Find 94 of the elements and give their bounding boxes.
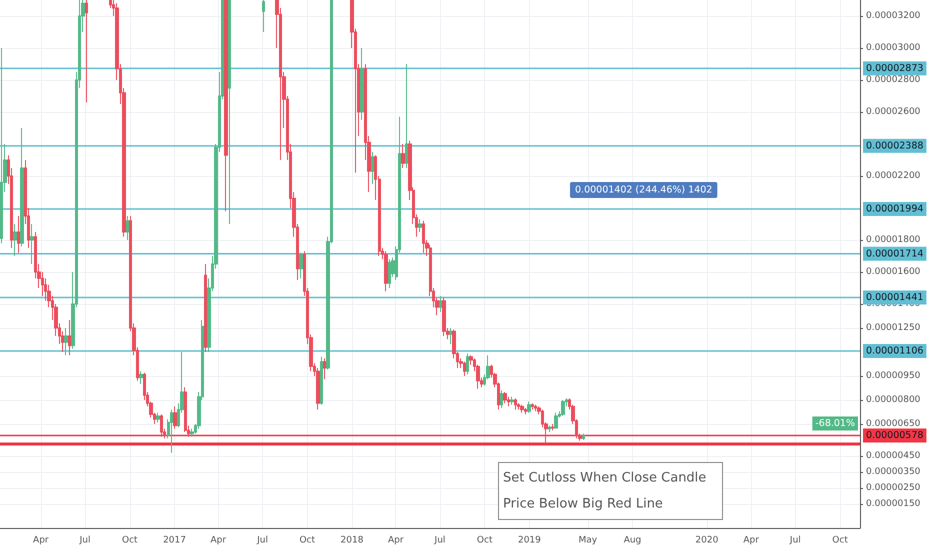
- candlestick: [405, 64, 408, 168]
- candlestick: [520, 404, 524, 414]
- candlestick: [524, 408, 527, 415]
- candlestick: [507, 396, 510, 407]
- y-tick-label: 0.00000150: [866, 499, 921, 509]
- candlestick: [449, 328, 452, 344]
- y-tick-label: 0.00001600: [866, 267, 921, 277]
- y-tick-label: 0.00000350: [866, 467, 921, 477]
- candlestick: [64, 328, 68, 356]
- x-tick-label: Jul: [78, 536, 91, 546]
- y-tick-label: 0.00000650: [866, 419, 921, 429]
- y-tick-label: 0.00000950: [866, 371, 921, 381]
- candlestick: [262, 0, 265, 32]
- candlestick: [551, 424, 554, 431]
- candlestick: [204, 264, 207, 352]
- candlestick: [139, 370, 143, 384]
- candlestick: [160, 414, 163, 438]
- candlestick: [173, 406, 177, 430]
- candlestick: [85, 0, 88, 103]
- candlestick: [531, 402, 534, 410]
- x-tick-label: 2019: [518, 536, 542, 546]
- candlestick: [170, 409, 173, 454]
- x-tick-label: Apr: [210, 536, 226, 546]
- ref-line-label: 0.00001714: [866, 248, 924, 260]
- x-tick-label: May: [578, 536, 598, 546]
- x-tick-label: 2020: [695, 536, 719, 546]
- candlestick: [534, 404, 537, 412]
- candlestick: [320, 356, 323, 406]
- candlestick: [20, 128, 24, 247]
- x-tick-label: Apr: [388, 536, 404, 546]
- candlestick: [463, 361, 466, 376]
- ref-line-label: 0.00002388: [866, 140, 924, 152]
- candlestick: [548, 425, 551, 432]
- y-tick-label: 0.00000450: [866, 451, 921, 461]
- candlestick: [514, 398, 517, 410]
- candlestick: [360, 48, 364, 120]
- annotation: Set Cutloss When Close Candle Price Below Big Red Line: [503, 470, 710, 512]
- y-tick-label: 0.00001250: [866, 323, 921, 333]
- x-tick-label: Jul: [434, 536, 446, 546]
- y-tick-label: 0.00003000: [866, 43, 921, 53]
- candlestick: [388, 258, 391, 288]
- ref-line-label: 0.00002873: [866, 62, 924, 74]
- x-tick-label: Jul: [788, 536, 801, 546]
- candlestick: [561, 400, 565, 416]
- x-tick-label: Oct: [832, 536, 848, 546]
- candlestick: [510, 396, 514, 406]
- candlestick: [422, 220, 425, 254]
- candlestick: [17, 216, 20, 254]
- candlestick: [126, 216, 129, 240]
- candlestick: [156, 412, 160, 423]
- x-tick-label: Oct: [299, 536, 316, 546]
- candlestick: [190, 428, 194, 438]
- candlestick: [0, 48, 3, 244]
- candlestick: [68, 320, 71, 356]
- candlestick: [500, 390, 503, 408]
- annotation: 0.00001402 (244.46%) 1402: [575, 184, 712, 196]
- y-tick-label: 0.00000250: [866, 483, 921, 493]
- candlestick: [323, 358, 326, 380]
- x-tick-label: Apr: [743, 536, 760, 546]
- y-tick-label: 0.00002600: [866, 107, 921, 117]
- x-tick-label: Apr: [33, 536, 49, 546]
- y-tick-label: 0.00002200: [866, 171, 921, 181]
- ref-line-label: 0.00001106: [866, 346, 924, 357]
- y-tick-label: 0.00001800: [866, 235, 921, 245]
- y-tick-label: 0.00003200: [866, 11, 921, 21]
- candlestick: [384, 250, 388, 292]
- candlestick: [439, 296, 442, 312]
- candlestick: [418, 218, 422, 232]
- ref-line-label: 0.00000578: [866, 430, 924, 442]
- candlestick: [299, 252, 303, 279]
- x-tick-label: 2018: [340, 536, 364, 546]
- annotation: -68.01%: [815, 418, 856, 430]
- ref-line-label: 0.00001441: [866, 292, 924, 303]
- candlestick: [517, 402, 520, 410]
- candlestick: [554, 412, 558, 430]
- candlestick: [13, 224, 17, 256]
- candlestick: [371, 152, 374, 184]
- x-tick-label: 2017: [163, 536, 186, 546]
- x-tick-label: Oct: [476, 536, 493, 546]
- y-tick-label: 0.00000800: [866, 395, 921, 405]
- x-tick-label: Oct: [122, 536, 138, 546]
- candlestick: [30, 224, 34, 264]
- ref-line-label: 0.00001994: [866, 203, 924, 214]
- candlestick: [466, 353, 469, 375]
- candlestick: [401, 144, 405, 168]
- candlestick: [527, 401, 531, 414]
- y-tick-label: 0.00002800: [866, 75, 921, 85]
- x-tick-label: Jul: [256, 536, 268, 546]
- candlestick: [503, 392, 507, 404]
- candlestick: [224, 0, 228, 212]
- candlestick: [228, 0, 231, 224]
- x-tick-label: Aug: [624, 536, 642, 546]
- candlestick: [442, 297, 446, 336]
- candlestick: [582, 433, 585, 440]
